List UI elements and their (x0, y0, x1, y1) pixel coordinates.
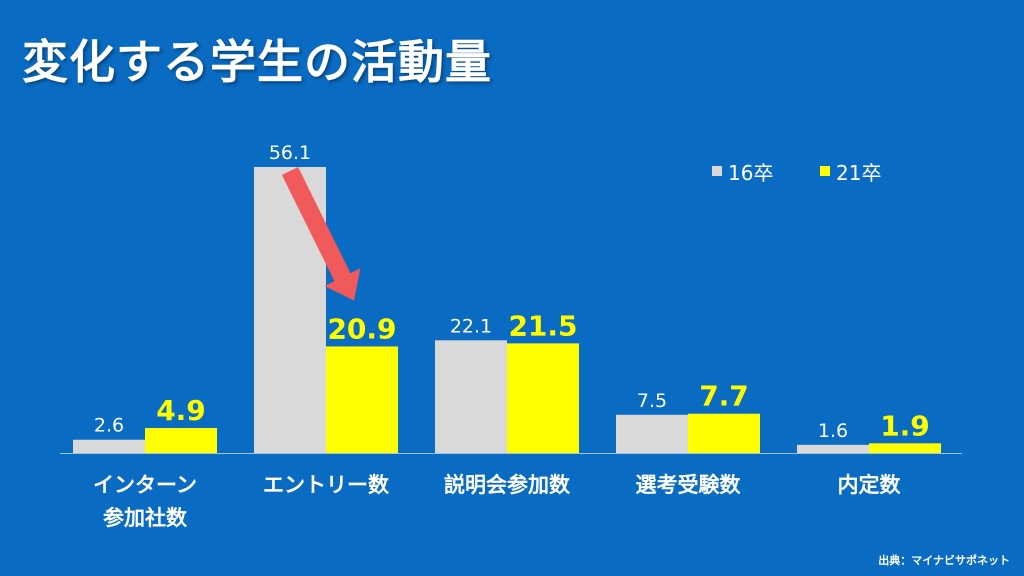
bar-16-3 (616, 414, 688, 453)
legend-label-16: 16卒 (728, 161, 773, 185)
data-label-16-4: 1.6 (818, 420, 848, 442)
category-label-2: 説明会参加数 (444, 473, 571, 497)
page-title: 変化する学生の活動量 (22, 35, 492, 89)
data-label-21-1: 20.9 (327, 312, 396, 345)
data-label-21-4: 1.9 (880, 409, 930, 442)
bar-21-1 (326, 346, 398, 453)
data-label-16-0: 2.6 (94, 415, 124, 437)
data-label-16-2: 22.1 (450, 315, 492, 337)
category-label-0-1: 参加社数 (103, 506, 188, 530)
legend-swatch-21 (820, 166, 830, 176)
category-label-0-0: インターン (93, 473, 197, 497)
bar-21-3 (688, 413, 760, 453)
bar-16-2 (435, 340, 507, 453)
data-label-21-0: 4.9 (156, 394, 206, 427)
category-label-3: 選考受験数 (636, 473, 742, 497)
data-label-16-1: 56.1 (269, 142, 311, 164)
category-label-4: 内定数 (838, 473, 902, 497)
category-label-1: エントリー数 (263, 473, 390, 497)
data-label-21-2: 21.5 (508, 309, 577, 342)
bar-21-0 (145, 428, 217, 453)
source-note: 出典：マイナビサポネット (878, 554, 1010, 567)
legend-label-21: 21卒 (836, 161, 881, 185)
bar-16-4 (797, 444, 869, 453)
data-label-21-3: 7.7 (699, 380, 749, 413)
legend-swatch-16 (712, 166, 722, 176)
decrease-arrow (281, 167, 361, 301)
bar-21-2 (507, 343, 579, 453)
bar-16-0 (73, 439, 145, 453)
data-label-16-3: 7.5 (637, 390, 667, 412)
bar-21-4 (869, 443, 941, 453)
